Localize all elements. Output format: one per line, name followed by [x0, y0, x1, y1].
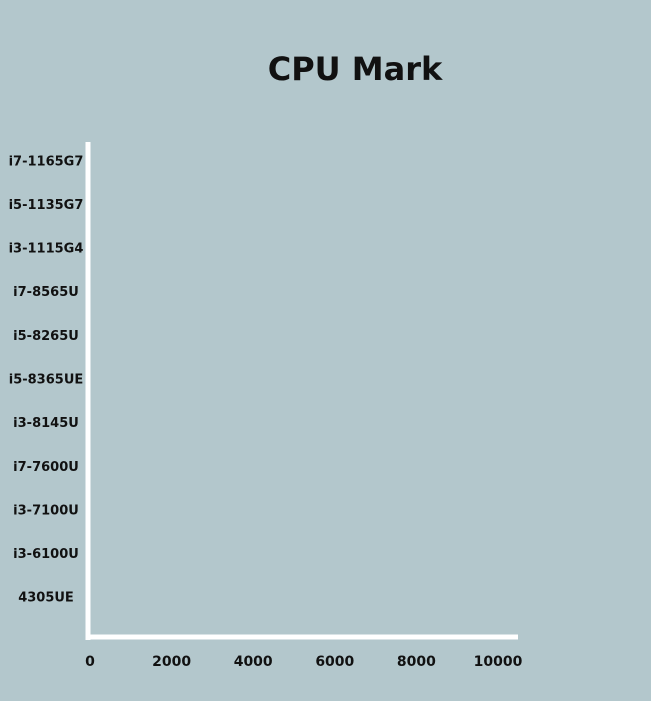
x-tick-label: 4000 [234, 654, 273, 670]
y-tick-label: 4305UE [18, 591, 74, 606]
x-tick-label: 10000 [474, 654, 523, 670]
y-tick-label: i5-1135G7 [9, 198, 84, 213]
x-tick-label: 2000 [152, 654, 191, 670]
y-tick-label: i5-8365UE [9, 373, 84, 388]
x-tick-label: 0 [85, 654, 95, 670]
y-tick-label: i3-1115G4 [9, 242, 84, 257]
x-tick-label: 8000 [397, 654, 436, 670]
chart-title: CPU Mark [268, 50, 443, 88]
y-tick-label: i3-6100U [13, 547, 79, 562]
y-tick-label: i3-7100U [13, 503, 79, 518]
y-tick-label: i3-8145U [13, 416, 79, 431]
y-tick-label: i7-8565U [13, 285, 79, 300]
y-tick-label: i5-8265U [13, 329, 79, 344]
y-tick-label: i7-7600U [13, 460, 79, 475]
y-tick-label: i7-1165G7 [9, 154, 84, 169]
x-tick-label: 6000 [315, 654, 354, 670]
